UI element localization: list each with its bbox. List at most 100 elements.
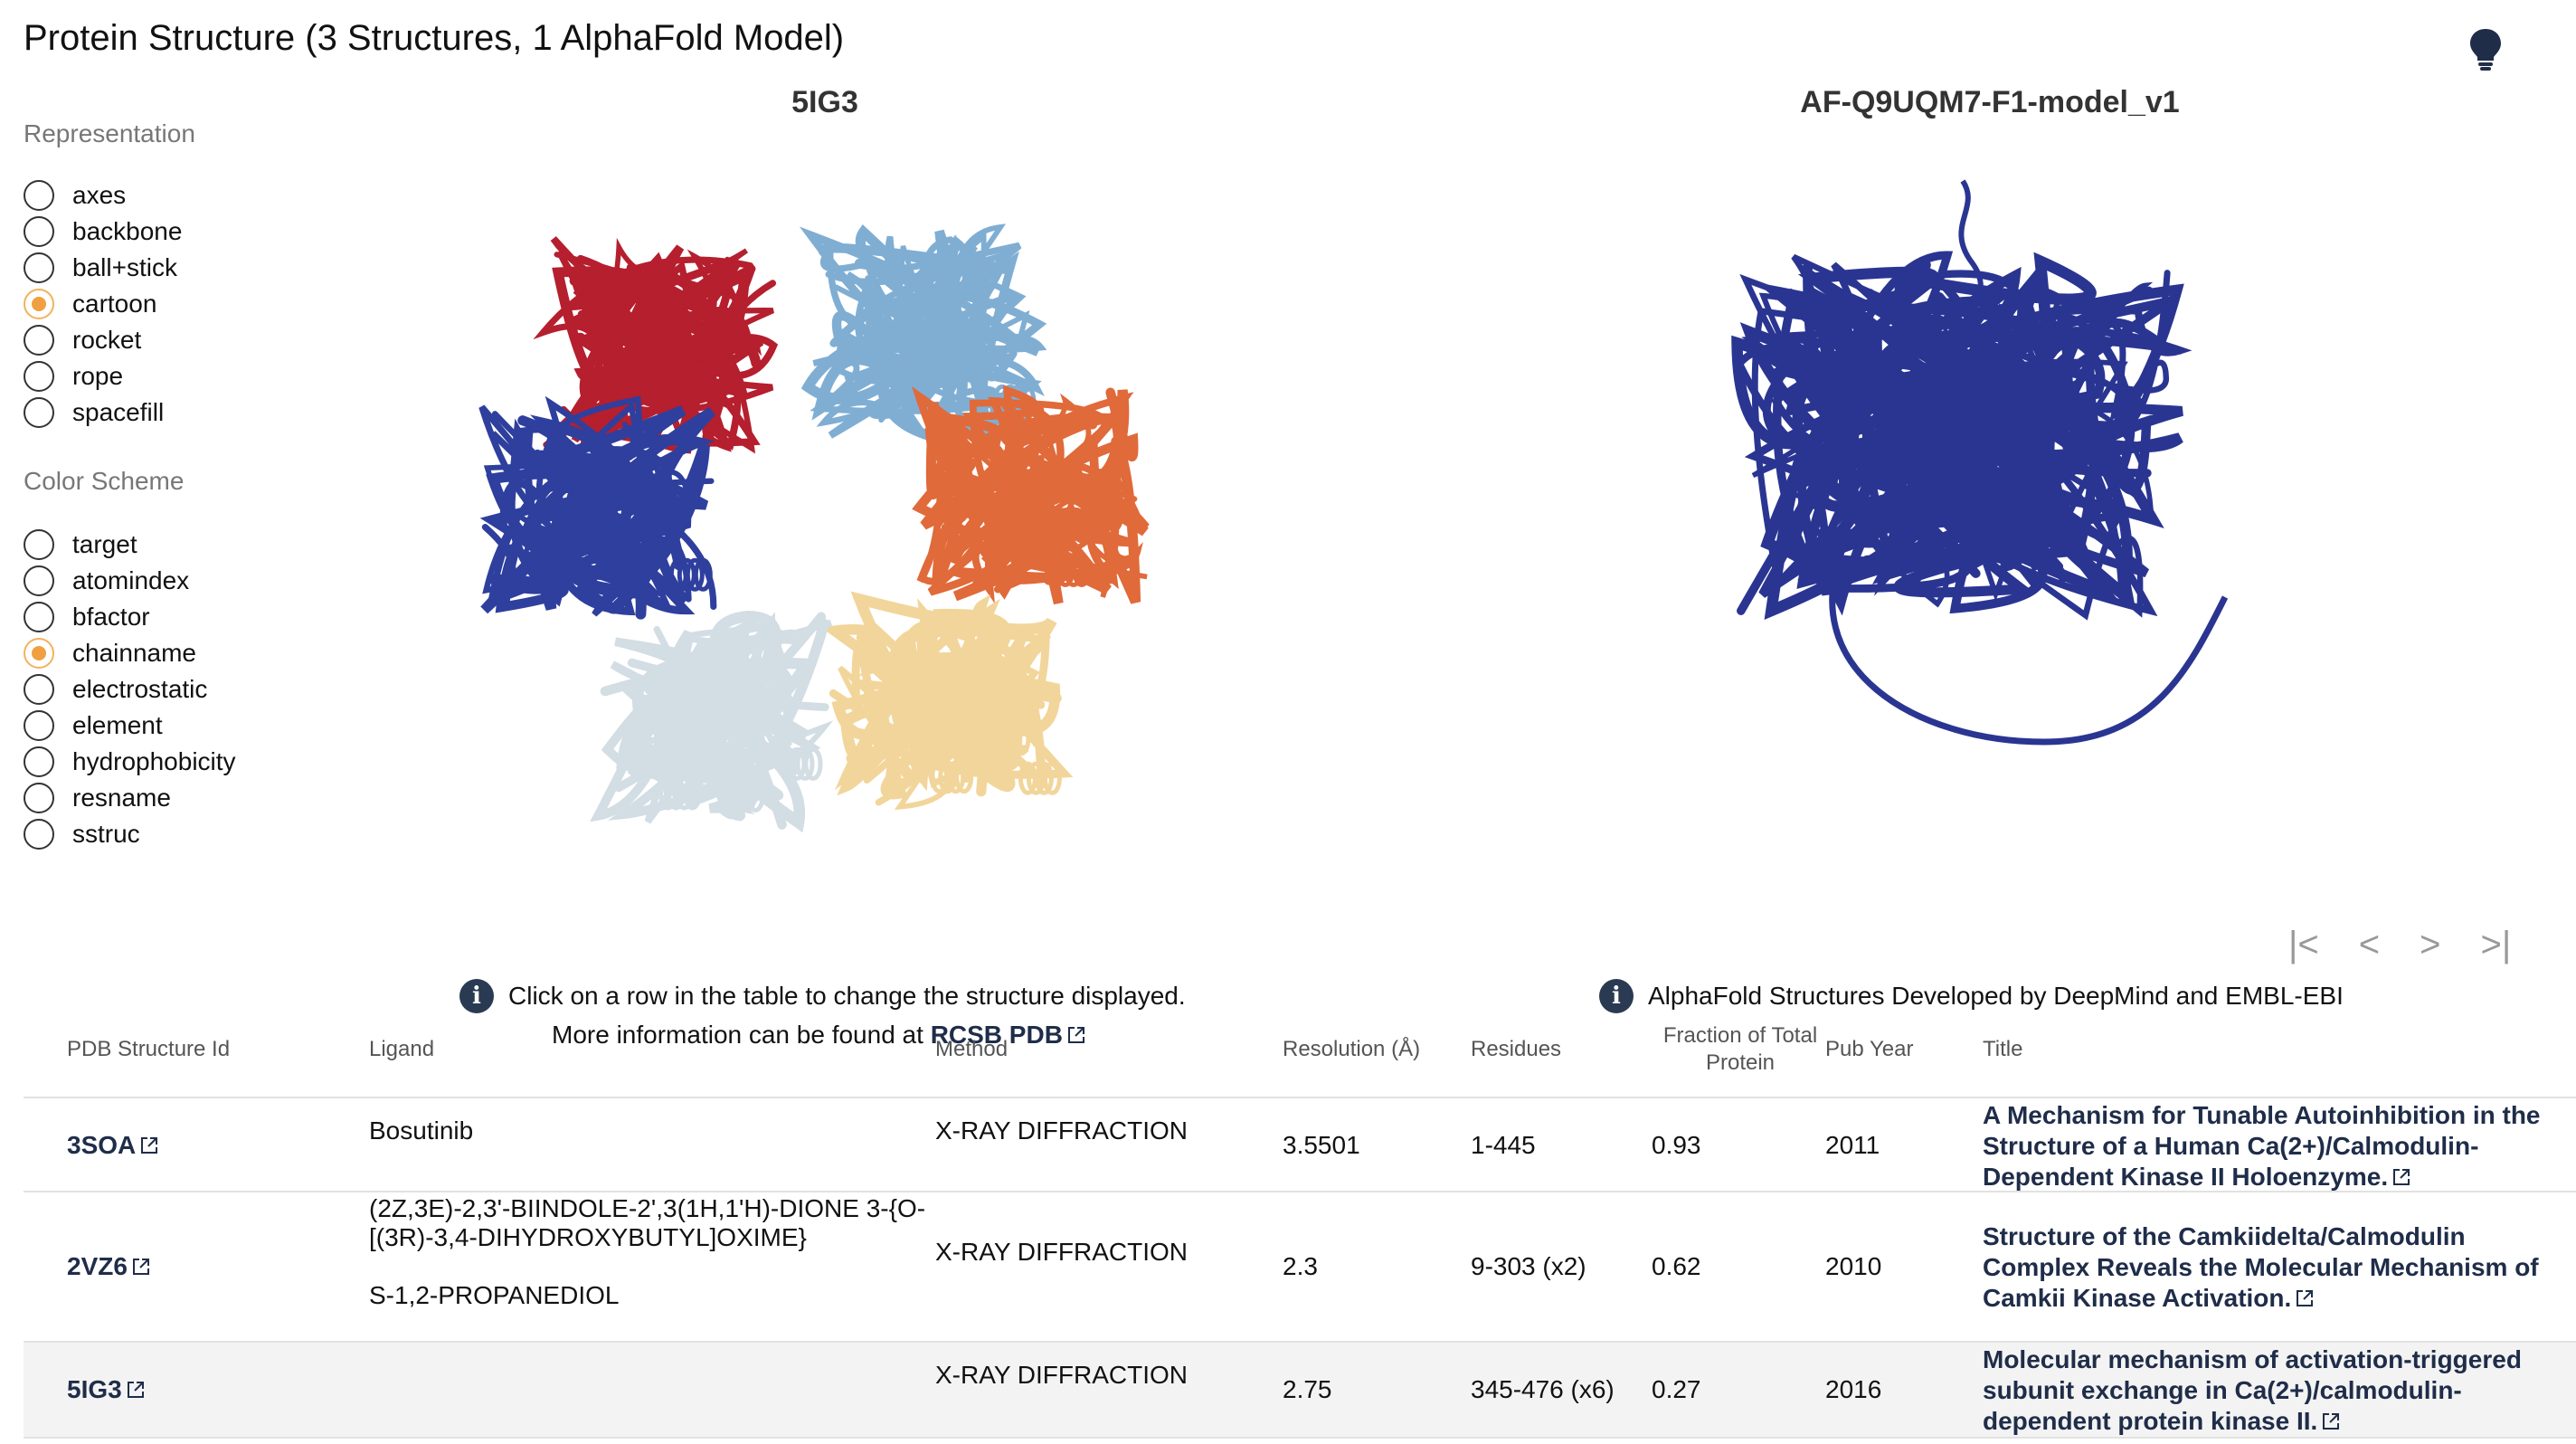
representation-option-spacefill[interactable]: spacefill: [24, 394, 182, 431]
last-page-button[interactable]: >|: [2480, 925, 2512, 964]
row-divider: [24, 1191, 2576, 1192]
protein-chain-ribbon: [1023, 412, 1043, 446]
representation-option-axes[interactable]: axes: [24, 177, 182, 214]
protein-chain-ribbon: [1072, 554, 1092, 587]
method-cell: X-RAY DIFFRACTION: [935, 1116, 1188, 1145]
next-page-button[interactable]: >: [2420, 925, 2441, 964]
protein-chain-ribbon: [968, 403, 1148, 580]
representation-option-cartoon[interactable]: cartoon: [24, 286, 182, 322]
color-scheme-option-chainname[interactable]: chainname: [24, 635, 236, 671]
table-row-selected[interactable]: [24, 1343, 2576, 1437]
pdb-id-link[interactable]: 5IG3: [67, 1375, 146, 1404]
publication-title-link[interactable]: A Mechanism for Tunable Autoinhibition i…: [1983, 1100, 2543, 1192]
representation-option-ball-stick[interactable]: ball+stick: [24, 250, 182, 286]
header-year[interactable]: Pub Year: [1825, 1037, 1914, 1061]
external-link-icon: [132, 1259, 149, 1275]
protein-chain-ribbon: [795, 746, 815, 781]
alphafold-model-ribbon: [1976, 367, 1995, 402]
color-scheme-option-sstruc[interactable]: sstruc: [24, 816, 236, 852]
color-scheme-option-resname[interactable]: resname: [24, 780, 236, 816]
protein-chain-ribbon: [683, 776, 702, 811]
rcsb-pdb-link[interactable]: RCSB PDB: [931, 1021, 1086, 1049]
resolution-cell: 3.5501: [1283, 1131, 1360, 1159]
radio-button[interactable]: [24, 819, 54, 850]
radio-button[interactable]: [24, 602, 54, 632]
publication-title-link[interactable]: Molecular mechanism of activation-trigge…: [1983, 1344, 2543, 1437]
representation-option-backbone[interactable]: backbone: [24, 214, 182, 250]
radio-button[interactable]: [24, 289, 54, 319]
header-method[interactable]: Method: [935, 1037, 1009, 1061]
representation-label: Representation: [24, 119, 195, 147]
radio-label: target: [72, 530, 137, 558]
year-cell: 2016: [1825, 1375, 1882, 1403]
radio-button[interactable]: [24, 529, 54, 560]
protein-chain-ribbon: [970, 260, 990, 294]
representation-option-rope[interactable]: rope: [24, 358, 182, 394]
external-link-icon: [2323, 1413, 2340, 1430]
radio-button[interactable]: [24, 325, 54, 356]
external-link-icon: [127, 1382, 144, 1398]
radio-button[interactable]: [24, 783, 54, 813]
radio-button[interactable]: [24, 361, 54, 392]
representation-option-rocket[interactable]: rocket: [24, 322, 182, 358]
radio-button[interactable]: [24, 180, 54, 211]
radio-label: rocket: [72, 326, 142, 354]
publication-title-link[interactable]: Structure of the Camkiidelta/Calmodulin …: [1983, 1221, 2543, 1314]
protein-chain-ribbon: [978, 260, 998, 294]
color-scheme-option-atomindex[interactable]: atomindex: [24, 563, 236, 599]
resolution-cell: 2.75: [1283, 1375, 1332, 1403]
ligand-cell: (2Z,3E)-2,3'-BIINDOLE-2',3(1H,1'H)-DIONE…: [369, 1194, 926, 1251]
protein-chain-ribbon: [607, 513, 627, 546]
header-fraction[interactable]: Fraction of Total Protein: [1662, 1023, 1818, 1075]
external-link-icon: [2297, 1290, 2314, 1306]
protein-3d-viewer-left[interactable]: [443, 163, 1212, 923]
protein-chain-ribbon: [675, 776, 694, 811]
radio-button[interactable]: [24, 216, 54, 247]
info-icon: i: [459, 979, 494, 1013]
color-scheme-option-target[interactable]: target: [24, 527, 236, 563]
row-divider: [24, 1437, 2576, 1439]
residues-cell: 345-476 (x6): [1471, 1375, 1615, 1403]
method-cell: X-RAY DIFFRACTION: [935, 1361, 1188, 1389]
publication-title-text: Structure of the Camkiidelta/Calmodulin …: [1983, 1222, 2539, 1312]
radio-label: hydrophobicity: [72, 747, 236, 775]
color-scheme-option-electrostatic[interactable]: electrostatic: [24, 671, 236, 708]
fraction-cell: 0.27: [1652, 1375, 1701, 1403]
protein-chain-ribbon: [1064, 554, 1084, 587]
radio-button[interactable]: [24, 565, 54, 596]
pdb-id-link[interactable]: 2VZ6: [67, 1252, 151, 1281]
pdb-id-link[interactable]: 3SOA: [67, 1131, 159, 1160]
protein-chain-ribbon: [1057, 507, 1077, 541]
protein-chain-ribbon: [602, 290, 622, 324]
radio-button[interactable]: [24, 397, 54, 428]
radio-button[interactable]: [24, 638, 54, 669]
header-residues[interactable]: Residues: [1471, 1037, 1562, 1061]
protein-chain-ribbon: [1011, 722, 1031, 756]
header-resolution[interactable]: Resolution (Å): [1283, 1037, 1421, 1061]
protein-chain-ribbon: [693, 557, 713, 592]
protein-chain-ribbon: [640, 339, 660, 374]
radio-button[interactable]: [24, 746, 54, 777]
color-scheme-option-element[interactable]: element: [24, 708, 236, 744]
protein-chain-ribbon: [1002, 658, 1021, 691]
header-pdb-id[interactable]: PDB Structure Id: [67, 1037, 231, 1061]
radio-button[interactable]: [24, 674, 54, 705]
radio-button[interactable]: [24, 252, 54, 283]
lightbulb-icon[interactable]: [2467, 27, 2504, 71]
radio-button[interactable]: [24, 710, 54, 741]
protein-chain-ribbon: [946, 760, 966, 794]
first-page-button[interactable]: |<: [2288, 925, 2319, 964]
color-scheme-option-hydrophobicity[interactable]: hydrophobicity: [24, 744, 236, 780]
color-scheme-option-bfactor[interactable]: bfactor: [24, 599, 236, 635]
alphafold-3d-viewer-right[interactable]: [1682, 163, 2279, 869]
header-title[interactable]: Title: [1983, 1037, 2023, 1061]
header-ligand[interactable]: Ligand: [369, 1037, 435, 1061]
pdb-id-text: 2VZ6: [67, 1252, 128, 1280]
radio-label: resname: [72, 784, 171, 812]
external-link-icon: [1067, 1027, 1084, 1043]
protein-chain-ribbon: [554, 541, 574, 575]
protein-chain-ribbon: [930, 337, 950, 372]
protein-chain-ribbon: [614, 624, 800, 804]
previous-page-button[interactable]: <: [2358, 925, 2381, 964]
alphafold-model-ribbon: [1830, 367, 1850, 402]
